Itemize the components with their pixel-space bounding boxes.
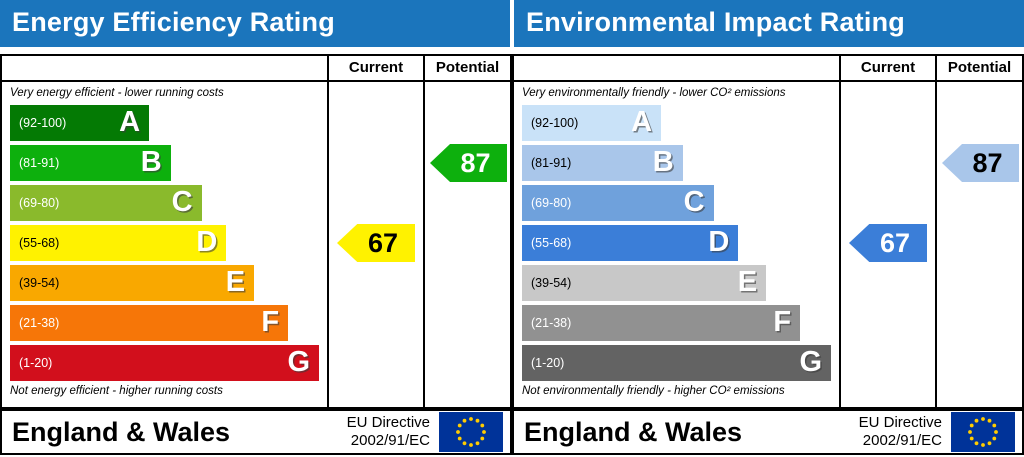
rating-band: (1-20) G — [10, 345, 319, 381]
energy-efficiency-panel: Energy Efficiency Rating Very energy eff… — [0, 0, 512, 455]
band-range-label: (21-38) — [19, 316, 60, 330]
scale-column-header — [2, 56, 327, 82]
band-range-label: (69-80) — [19, 196, 60, 210]
band-range-label: (1-20) — [19, 356, 53, 370]
potential-column: Potential 87 — [423, 56, 510, 407]
current-column: Current 67 — [327, 56, 423, 407]
rating-table: Very environmentally friendly - lower CO… — [512, 54, 1024, 409]
band-letter: G — [799, 346, 822, 378]
rating-band: (21-38) F — [10, 305, 289, 341]
band-letter: F — [261, 306, 280, 338]
region-label: England & Wales — [12, 416, 231, 447]
band-letter: C — [683, 186, 705, 218]
panel-title: Energy Efficiency Rating — [0, 0, 510, 47]
scale-column-header — [514, 56, 839, 82]
footer: England & Wales EU Directive 2002/91/EC — [0, 409, 512, 455]
band-range-label: (39-54) — [19, 276, 60, 290]
bands-container: (92-100) A (81-91) B (69-80) C (55-68) D… — [522, 105, 831, 381]
rating-band: (69-80) C — [522, 185, 714, 221]
band-letter: G — [287, 346, 310, 378]
potential-column-header: Potential — [425, 56, 510, 82]
rating-band: (69-80) C — [10, 185, 202, 221]
top-note: Very environmentally friendly - lower CO… — [522, 87, 786, 99]
eu-flag-icon — [439, 412, 503, 452]
rating-scale-column: Very energy efficient - lower running co… — [2, 56, 327, 407]
rating-band: (1-20) G — [522, 345, 831, 381]
band-range-label: (92-100) — [531, 116, 579, 130]
rating-band: (55-68) D — [10, 225, 227, 261]
bottom-note: Not environmentally friendly - higher CO… — [522, 385, 785, 397]
current-rating-arrow: 67 — [337, 224, 415, 262]
band-range-label: (69-80) — [531, 196, 572, 210]
band-range-label: (1-20) — [531, 356, 565, 370]
region-label: England & Wales — [524, 416, 743, 447]
band-letter: D — [196, 226, 218, 258]
eu-directive-label: EU Directive 2002/91/EC — [858, 414, 942, 449]
current-column-header: Current — [841, 56, 935, 82]
band-letter: A — [631, 106, 653, 138]
rating-scale: Very energy efficient - lower running co… — [2, 82, 327, 407]
band-letter: F — [773, 306, 792, 338]
rating-table: Very energy efficient - lower running co… — [0, 54, 512, 409]
band-letter: A — [119, 106, 141, 138]
band-letter: E — [737, 266, 758, 298]
rating-band: (81-91) B — [10, 145, 171, 181]
eu-directive-label: EU Directive 2002/91/EC — [346, 414, 430, 449]
potential-rating-arrow: 87 — [430, 144, 507, 182]
rating-scale: Very environmentally friendly - lower CO… — [514, 82, 839, 407]
current-rating-arrow: 67 — [849, 224, 927, 262]
rating-band: (92-100) A — [522, 105, 662, 141]
band-range-label: (92-100) — [19, 116, 67, 130]
band-letter: B — [140, 146, 162, 178]
band-range-label: (21-38) — [531, 316, 572, 330]
band-letter: E — [225, 266, 246, 298]
rating-band: (55-68) D — [522, 225, 739, 261]
potential-column: Potential 87 — [935, 56, 1022, 407]
band-letter: C — [171, 186, 193, 218]
eu-flag-icon — [951, 412, 1015, 452]
environmental-impact-panel: Environmental Impact Rating Very environ… — [512, 0, 1024, 455]
band-range-label: (81-91) — [531, 156, 572, 170]
top-note: Very energy efficient - lower running co… — [10, 87, 224, 99]
rating-band: (92-100) A — [10, 105, 150, 141]
current-column-header: Current — [329, 56, 423, 82]
band-letter: B — [652, 146, 674, 178]
rating-band: (21-38) F — [522, 305, 801, 341]
band-range-label: (81-91) — [19, 156, 60, 170]
rating-band: (81-91) B — [522, 145, 683, 181]
rating-scale-column: Very environmentally friendly - lower CO… — [514, 56, 839, 407]
band-range-label: (55-68) — [19, 236, 60, 250]
potential-column-header: Potential — [937, 56, 1022, 82]
bottom-note: Not energy efficient - higher running co… — [10, 385, 223, 397]
panel-title: Environmental Impact Rating — [514, 0, 1024, 47]
bands-container: (92-100) A (81-91) B (69-80) C (55-68) D… — [10, 105, 319, 381]
band-letter: D — [708, 226, 730, 258]
rating-band: (39-54) E — [10, 265, 255, 301]
potential-rating-arrow: 87 — [942, 144, 1019, 182]
rating-band: (39-54) E — [522, 265, 767, 301]
band-range-label: (55-68) — [531, 236, 572, 250]
footer: England & Wales EU Directive 2002/91/EC — [512, 409, 1024, 455]
band-range-label: (39-54) — [531, 276, 572, 290]
current-column: Current 67 — [839, 56, 935, 407]
